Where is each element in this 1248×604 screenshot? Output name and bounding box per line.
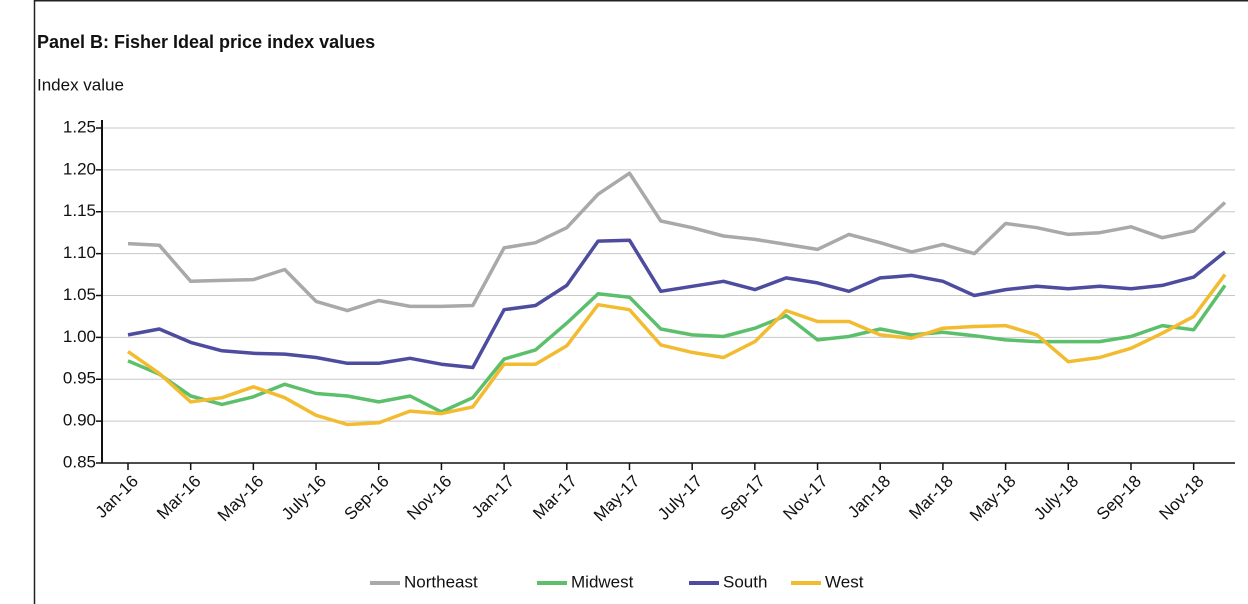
x-tick-label: Jan-18 bbox=[844, 472, 894, 522]
y-tick-label: 0.85 bbox=[63, 452, 96, 471]
data-line bbox=[127, 238, 1227, 370]
x-tick-label: Jan-16 bbox=[92, 472, 142, 522]
y-tick-label: 1.25 bbox=[63, 117, 96, 136]
x-tick-label: May-18 bbox=[966, 472, 1020, 526]
x-tick-label: Sep-17 bbox=[717, 472, 769, 524]
legend-label: South bbox=[723, 572, 767, 591]
data-line bbox=[127, 171, 1227, 313]
x-tick-label: Jan-17 bbox=[468, 472, 518, 522]
y-tick-label: 1.05 bbox=[63, 285, 96, 304]
x-tick-label: May-16 bbox=[214, 472, 268, 526]
y-tick-label: 1.00 bbox=[63, 327, 96, 346]
x-tick-label: July-16 bbox=[278, 472, 330, 524]
y-tick-label: 0.95 bbox=[63, 369, 96, 388]
x-tick-label: July-17 bbox=[654, 472, 706, 524]
x-tick-label: Mar-17 bbox=[529, 472, 581, 524]
legend-label: Midwest bbox=[571, 572, 634, 591]
y-axis-label: Index value bbox=[37, 75, 124, 94]
chart-title: Panel B: Fisher Ideal price index values bbox=[37, 32, 375, 52]
x-tick-label: May-17 bbox=[590, 472, 644, 526]
x-tick-label: Nov-18 bbox=[1155, 472, 1207, 524]
x-tick-label: Nov-17 bbox=[779, 472, 831, 524]
legend-label: Northeast bbox=[404, 572, 478, 591]
x-tick-label: Nov-16 bbox=[403, 472, 455, 524]
x-tick-label: Mar-18 bbox=[905, 472, 957, 524]
x-tick-label: Mar-16 bbox=[153, 472, 205, 524]
x-tick-label: Sep-16 bbox=[341, 472, 393, 524]
y-tick-label: 1.15 bbox=[63, 201, 96, 220]
legend-label: West bbox=[825, 572, 864, 591]
y-tick-label: 0.90 bbox=[63, 411, 96, 430]
y-tick-label: 1.10 bbox=[63, 243, 96, 262]
data-line bbox=[126, 273, 1227, 427]
y-tick-label: 1.20 bbox=[63, 159, 96, 178]
x-tick-label: July-18 bbox=[1030, 472, 1082, 524]
x-tick-label: Sep-18 bbox=[1093, 472, 1145, 524]
